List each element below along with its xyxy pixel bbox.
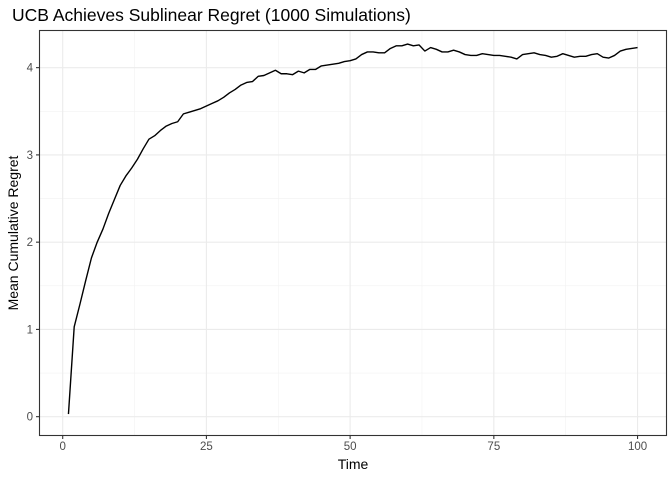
series-layer	[67, 43, 638, 415]
series-line-0	[67, 43, 638, 415]
y-tick-label: 2	[27, 237, 33, 249]
x-tick-label: 0	[60, 441, 66, 453]
y-tick-label: 3	[27, 150, 33, 162]
y-tick-label: 0	[27, 412, 33, 424]
chart-title: UCB Achieves Sublinear Regret (1000 Simu…	[12, 5, 411, 25]
plot-panel-border	[38, 29, 668, 437]
y-tick-label: 1	[27, 324, 33, 336]
x-tick-label: 25	[200, 441, 213, 453]
x-axis-title: Time	[338, 456, 369, 472]
y-tick-label: 4	[27, 63, 34, 75]
x-axis-ticks: 0 25 50 75 100	[60, 435, 647, 453]
grid-minor-lines	[40, 31, 666, 435]
y-axis-ticks: 0 1 2 3 4	[27, 63, 40, 424]
x-tick-label: 100	[628, 441, 647, 453]
x-tick-label: 50	[344, 441, 357, 453]
grid-major-lines	[40, 31, 666, 435]
x-tick-label: 75	[487, 441, 500, 453]
y-axis-title: Mean Cumulative Regret	[5, 155, 21, 310]
